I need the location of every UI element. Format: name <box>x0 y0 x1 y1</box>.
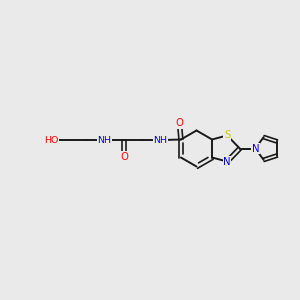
Text: NH: NH <box>98 136 111 145</box>
Text: HO: HO <box>44 136 58 145</box>
Text: N: N <box>251 143 259 154</box>
Text: O: O <box>120 152 128 162</box>
Text: NH: NH <box>154 136 167 145</box>
Text: S: S <box>224 130 230 140</box>
Text: N: N <box>223 157 231 166</box>
Text: O: O <box>176 118 183 128</box>
